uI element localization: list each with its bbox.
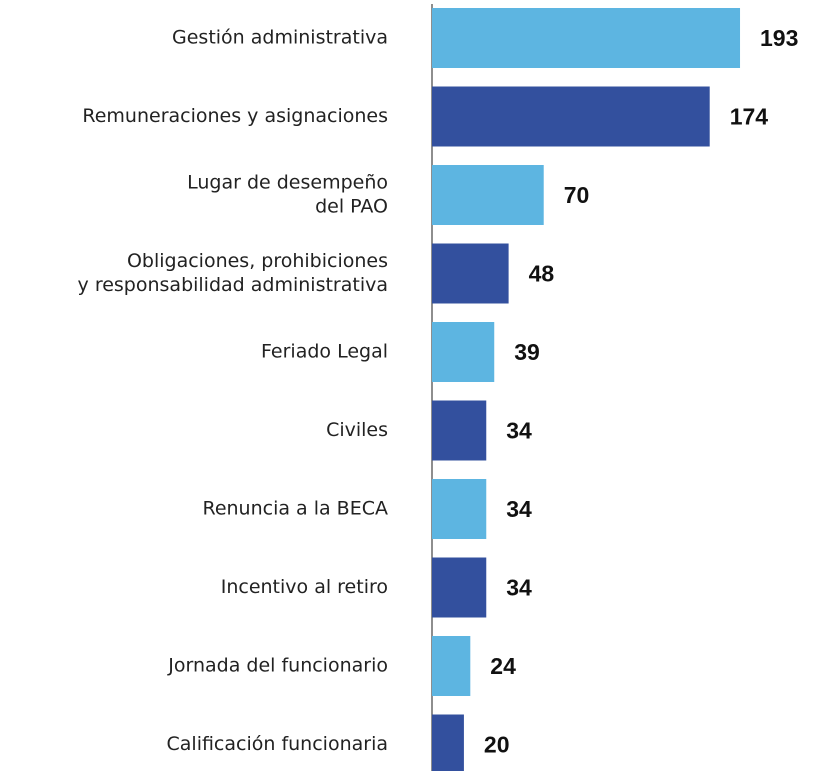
bar [432,636,471,696]
value-label: 34 [506,418,532,444]
category-label: Lugar de desempeño [187,172,388,194]
bar [432,243,509,304]
value-label: 193 [760,25,798,51]
category-label: del PAO [315,196,388,218]
value-label: 70 [564,182,590,208]
category-label: Incentivo al retiro [221,576,388,598]
value-label: 20 [484,732,510,758]
bar [432,165,544,225]
value-label: 24 [490,653,516,679]
category-label: Gestión administrativa [172,27,388,49]
category-label: Jornada del funcionario [167,655,388,677]
bar [432,714,464,771]
bar [432,557,487,618]
value-label: 174 [730,104,769,130]
category-label: Civiles [326,419,388,441]
category-label: Remuneraciones y asignaciones [82,105,388,127]
category-label: y responsabilidad administrativa [78,274,388,296]
bar [432,8,741,68]
bar [432,479,487,539]
category-label: Feriado Legal [261,341,388,363]
bar [432,400,487,461]
value-label: 34 [506,496,532,522]
category-label: Obligaciones, prohibiciones [127,250,388,272]
bar [432,86,710,147]
category-label: Calificación funcionaria [167,733,389,755]
value-label: 34 [506,575,532,601]
value-label: 39 [514,339,540,365]
category-label: Renuncia a la BECA [202,498,388,520]
value-label: 48 [529,261,555,287]
bar [432,322,495,382]
